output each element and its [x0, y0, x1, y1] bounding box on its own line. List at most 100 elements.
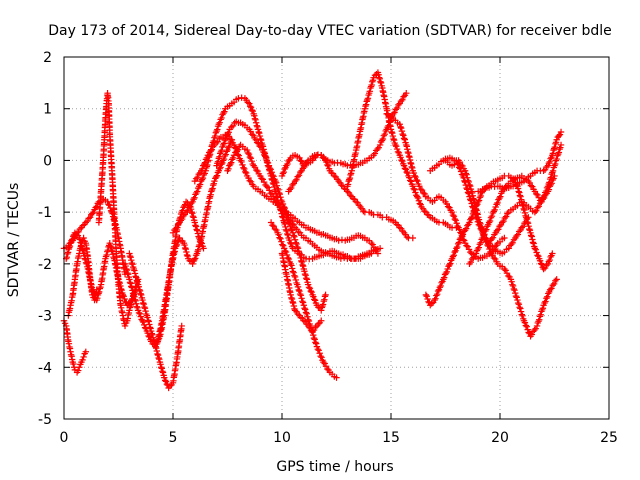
data-point	[162, 378, 170, 385]
data-point	[463, 242, 470, 249]
data-point	[269, 171, 276, 179]
data-point	[192, 175, 200, 182]
data-point	[285, 255, 293, 263]
data-point	[150, 337, 157, 344]
data-point	[296, 251, 304, 259]
data-point	[159, 369, 167, 376]
data-point	[183, 251, 191, 259]
data-point	[214, 158, 222, 165]
data-point	[281, 211, 289, 218]
data-point	[546, 286, 554, 293]
data-point	[496, 223, 503, 230]
data-point	[216, 119, 223, 126]
data-point	[402, 166, 410, 173]
data-point	[403, 168, 410, 176]
data-point	[289, 268, 297, 275]
data-point	[540, 194, 548, 202]
data-point	[146, 324, 154, 331]
data-point	[466, 181, 473, 189]
data-point	[371, 150, 379, 157]
data-point	[422, 291, 430, 299]
data-point	[299, 298, 306, 305]
data-point	[534, 191, 541, 199]
data-point	[225, 144, 232, 151]
data-point	[389, 129, 396, 137]
data-point	[363, 98, 370, 105]
data-point	[195, 171, 202, 178]
data-point	[245, 174, 252, 182]
data-point	[416, 200, 423, 207]
data-point	[515, 301, 523, 308]
data-point	[433, 292, 440, 299]
data-point	[177, 217, 185, 224]
data-point	[282, 226, 290, 234]
data-point	[251, 164, 259, 171]
data-point	[471, 253, 478, 260]
data-point	[256, 143, 263, 150]
data-point	[401, 136, 409, 143]
data-point	[350, 195, 357, 202]
data-point	[207, 147, 214, 155]
data-point	[219, 157, 227, 164]
data-point	[149, 334, 157, 341]
data-point	[397, 123, 404, 131]
data-point	[501, 214, 508, 222]
data-point	[149, 331, 156, 339]
data-point	[526, 179, 533, 187]
data-point	[519, 223, 527, 230]
data-point	[412, 189, 419, 196]
data-point	[284, 230, 291, 238]
data-point	[347, 171, 354, 179]
data-point	[217, 116, 224, 123]
data-point	[449, 253, 457, 260]
series-arc-11	[213, 118, 384, 262]
data-point	[380, 132, 388, 139]
data-point	[121, 322, 129, 330]
data-point	[294, 243, 301, 251]
data-point	[290, 302, 298, 310]
data-point	[144, 317, 152, 324]
data-point	[485, 242, 492, 250]
data-point	[552, 160, 559, 168]
data-point	[382, 127, 389, 135]
data-point	[288, 262, 295, 269]
data-point	[331, 172, 338, 180]
data-point	[505, 245, 512, 252]
data-point	[475, 197, 483, 204]
data-point	[522, 218, 529, 226]
data-point	[124, 271, 132, 278]
data-point	[533, 322, 541, 330]
data-point	[482, 227, 489, 235]
data-point	[465, 246, 473, 253]
data-point	[493, 201, 500, 208]
data-point	[379, 135, 387, 143]
data-point	[127, 302, 134, 310]
series-arc-13	[267, 219, 340, 381]
data-point	[248, 131, 256, 138]
data-point	[305, 284, 313, 291]
data-point	[194, 248, 201, 255]
data-point	[303, 310, 310, 317]
data-point	[467, 182, 474, 190]
data-point	[495, 226, 502, 233]
data-point	[138, 291, 145, 299]
data-point	[493, 227, 501, 234]
data-point	[390, 135, 397, 143]
data-point	[286, 236, 293, 244]
data-point	[298, 295, 305, 302]
data-point	[549, 176, 556, 184]
data-point	[394, 148, 402, 156]
data-point	[524, 326, 531, 333]
data-point	[196, 181, 204, 188]
data-point	[519, 312, 526, 319]
data-point	[545, 186, 553, 193]
data-point	[73, 231, 80, 239]
data-point	[308, 288, 315, 296]
data-point	[218, 147, 225, 154]
data-point	[310, 331, 317, 339]
data-point	[413, 193, 421, 200]
data-point	[291, 177, 299, 185]
data-point	[244, 149, 252, 157]
data-point	[527, 232, 535, 239]
data-point	[180, 212, 187, 220]
